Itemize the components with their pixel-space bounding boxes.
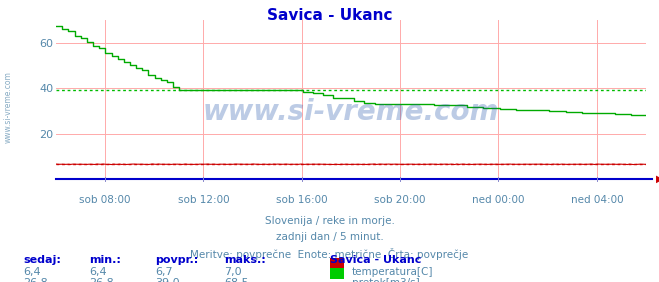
Text: ned 00:00: ned 00:00 [472,195,525,204]
Text: sob 16:00: sob 16:00 [276,195,328,204]
Text: ned 04:00: ned 04:00 [571,195,623,204]
Text: 6,4: 6,4 [23,267,41,277]
Text: www.si-vreme.com: www.si-vreme.com [203,98,499,126]
Text: 39,0: 39,0 [155,278,179,282]
Text: sob 20:00: sob 20:00 [374,195,426,204]
Text: Meritve: povprečne  Enote: metrične  Črta: povprečje: Meritve: povprečne Enote: metrične Črta:… [190,248,469,261]
Text: 26,8: 26,8 [89,278,114,282]
Text: Savica - Ukanc: Savica - Ukanc [267,8,392,23]
Text: povpr.:: povpr.: [155,255,198,265]
Text: Slovenija / reke in morje.: Slovenija / reke in morje. [264,216,395,226]
Text: maks.:: maks.: [224,255,266,265]
Text: 7,0: 7,0 [224,267,242,277]
Text: sob 08:00: sob 08:00 [79,195,130,204]
Text: temperatura[C]: temperatura[C] [352,267,434,277]
Text: Savica - Ukanc: Savica - Ukanc [330,255,421,265]
Text: sedaj:: sedaj: [23,255,61,265]
Text: 6,4: 6,4 [89,267,107,277]
Text: ▶: ▶ [656,174,659,184]
Text: pretok[m3/s]: pretok[m3/s] [352,278,420,282]
Text: min.:: min.: [89,255,121,265]
Text: 68,5: 68,5 [224,278,248,282]
Text: 6,7: 6,7 [155,267,173,277]
Text: www.si-vreme.com: www.si-vreme.com [3,71,13,143]
Text: 26,8: 26,8 [23,278,48,282]
Text: zadnji dan / 5 minut.: zadnji dan / 5 minut. [275,232,384,242]
Text: sob 12:00: sob 12:00 [178,195,229,204]
